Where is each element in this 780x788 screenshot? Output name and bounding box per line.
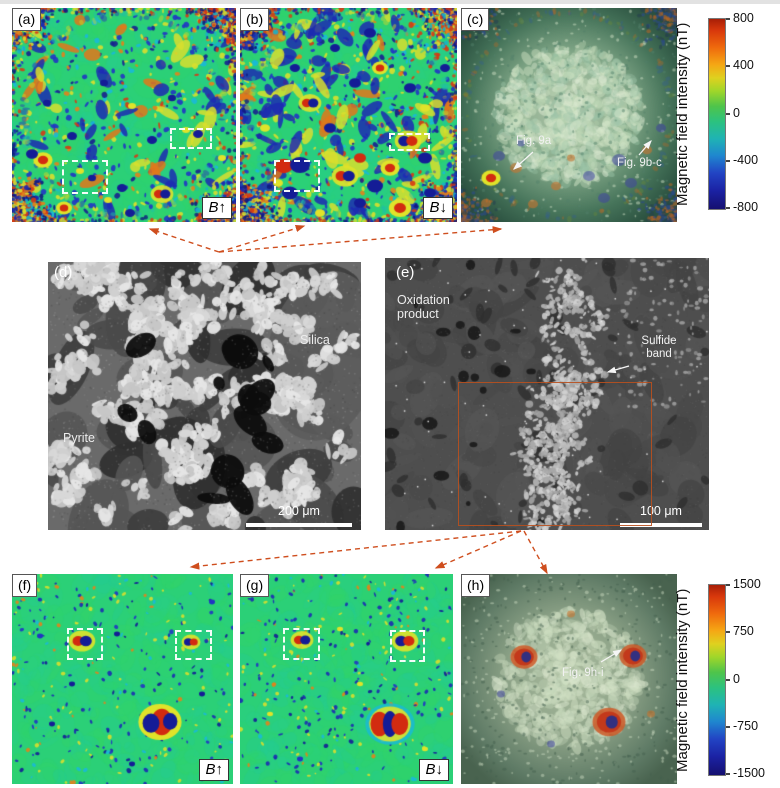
panel-g-map-canvas [240,574,453,784]
panel-g-label: (g) [240,574,270,597]
connector-arrow [148,228,220,253]
connector-arrow [218,226,503,253]
panel-b-map-canvas [240,8,457,222]
colorbar-tick: 800 [726,11,754,25]
colorbar-top-title: Magnetic field intensity (nT) [674,22,691,206]
panel-b-label: (b) [240,8,270,31]
label-silica: Silica [300,333,330,347]
panel-g: (g) B↓ [240,574,453,784]
dashed-roi-box [274,160,320,192]
panel-d-sem-canvas [48,262,361,530]
colorbar-tick: 1500 [726,577,761,591]
field-symbol: B [425,761,436,778]
field-direction-badge-a: B↑ [202,197,232,219]
colorbar-tick: 400 [726,58,754,72]
annotation-fig9a: Fig. 9a [516,135,552,147]
colorbar-tick: 0 [726,672,740,686]
colorbar-tick: 0 [726,106,740,120]
panel-h-label: (h) [461,574,491,597]
dashed-roi-box [283,628,320,660]
panel-e-label: (e) [396,264,415,281]
annotation-sulfide-band: Sulfide band [641,335,677,360]
scale-bar-d-text: 200 μm [278,504,320,518]
connector-arrow [523,530,548,575]
field-direction-badge-b: B↓ [423,197,453,219]
dashed-roi-box [390,630,425,662]
panel-c: (c) [461,8,677,222]
scale-bar-e-text: 100 μm [640,504,682,518]
dashed-roi-box [67,628,103,660]
up-arrow-icon: ↑ [218,199,227,216]
colorbar-top-gradient [708,18,726,210]
panel-f: (f) B↑ [12,574,233,784]
connector-arrow [218,224,306,253]
colorbar-tick: -400 [726,153,758,167]
annotation-fig9hi: Fig. 9h-i [562,667,604,679]
down-arrow-icon: ↓ [439,199,448,216]
annotation-fig9bc: Fig. 9b-c [617,157,662,169]
panel-e: (e) [385,258,709,530]
dashed-roi-box [389,133,430,151]
panel-a-map-canvas [12,8,236,222]
scale-bar-d [246,523,352,527]
colorbar-tick: -750 [726,719,758,733]
dashed-roi-box [62,160,108,194]
colorbar-tick: -1500 [726,766,765,780]
panel-h-overlay-canvas [461,574,677,784]
window-top-edge [0,0,780,4]
field-direction-badge-g: B↓ [419,759,449,781]
panel-c-overlay-canvas [461,8,677,222]
colorbar-tick: -800 [726,200,758,214]
panel-a-label: (a) [12,8,42,31]
colorbar-tick: 750 [726,624,754,638]
roi-rect-e [458,382,652,526]
field-symbol: B [205,761,216,778]
field-symbol: B [208,199,219,216]
panel-e-sem-canvas [385,258,709,530]
label-pyrite: Pyrite [63,431,95,445]
colorbar-bottom-title: Magnetic field intensity (nT) [674,588,691,772]
up-arrow-icon: ↑ [215,761,224,778]
panel-b: (b) B↓ [240,8,457,222]
panel-a: (a) B↑ [12,8,236,222]
panel-d: (d) [48,262,361,530]
panel-d-label: (d) [54,264,73,281]
down-arrow-icon: ↓ [435,761,444,778]
dashed-roi-box [170,128,212,149]
panel-f-label: (f) [12,574,38,597]
label-oxidation-product: Oxidation product [397,293,450,321]
panel-h: (h) [461,574,677,784]
panel-f-map-canvas [12,574,233,784]
connector-arrow [189,530,522,570]
field-symbol: B [429,199,440,216]
connector-arrow [434,530,522,569]
panel-c-label: (c) [461,8,490,31]
dashed-roi-box [175,630,212,660]
scale-bar-e [620,523,702,527]
field-direction-badge-f: B↑ [199,759,229,781]
colorbar-bottom-gradient [708,584,726,776]
